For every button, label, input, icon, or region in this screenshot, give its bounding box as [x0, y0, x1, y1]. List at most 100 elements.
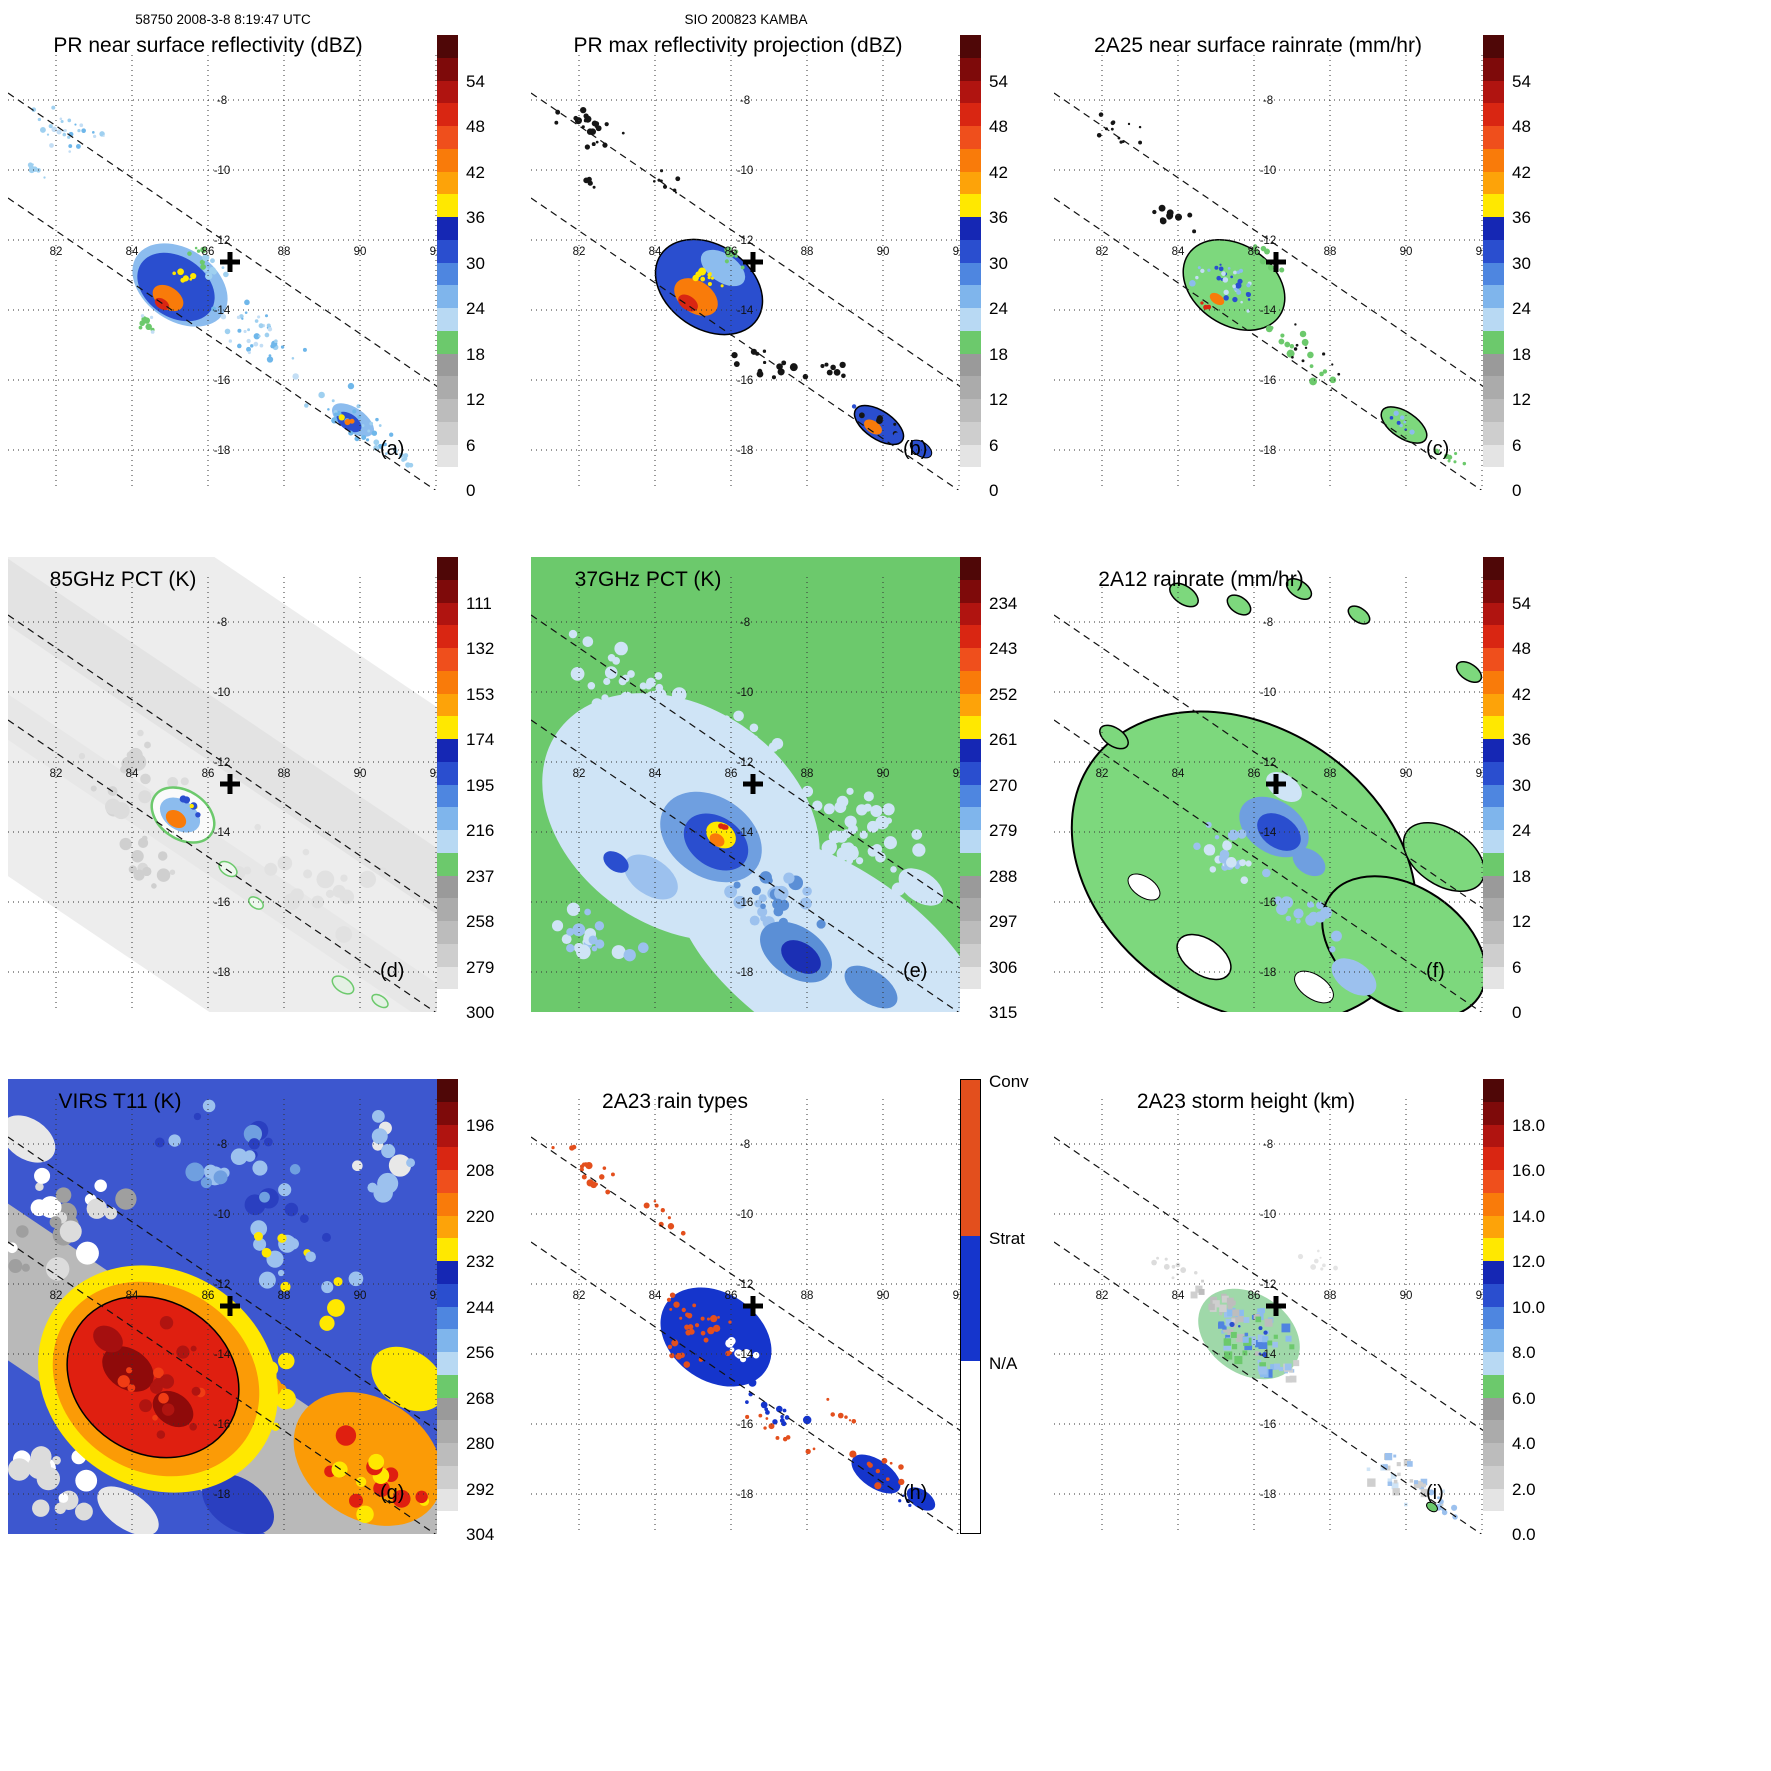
svg-text:-12: -12 — [214, 235, 231, 247]
graticule — [1054, 55, 1484, 490]
data-field — [531, 557, 961, 1012]
svg-text:82: 82 — [573, 1290, 586, 1302]
storm-center-cross-marker — [220, 252, 240, 272]
panel-letter-label: (b) — [903, 438, 928, 460]
colorbar-segment — [960, 966, 981, 990]
colorbar-segment — [1483, 1488, 1504, 1512]
colorbar-tick-label: 6 — [1512, 435, 1522, 455]
colorbar-segment — [1483, 943, 1504, 967]
colorbar-tick-label: 12 — [989, 390, 1008, 409]
svg-text:90: 90 — [354, 768, 367, 780]
colorbar-segment — [1483, 1170, 1504, 1193]
colorbar-category-label: Conv — [989, 1072, 1029, 1091]
map-plot: 82 84 86 88 90 92 -8 -10 -12 -14 -16 -18 — [1054, 1079, 1484, 1534]
svg-text:92: 92 — [1476, 1290, 1484, 1302]
colorbar-segment — [1483, 57, 1504, 81]
colorbar-tick-label: 208 — [466, 1161, 495, 1180]
panel-title: 2A12 rainrate (mm/hr) — [1098, 568, 1304, 591]
colorbar-segment — [1483, 921, 1504, 944]
colorbar-segment — [1483, 421, 1504, 445]
colorbar-segment — [437, 625, 458, 648]
colorbar-tick-label: 48 — [466, 117, 485, 136]
colorbar-tick-label: 42 — [989, 162, 1008, 182]
svg-text:-14: -14 — [737, 827, 754, 839]
svg-text:-10: -10 — [1260, 687, 1277, 699]
storm-center-cross-marker — [220, 1296, 240, 1316]
svg-text:86: 86 — [202, 246, 215, 258]
svg-text:84: 84 — [1172, 768, 1185, 780]
svg-text:-14: -14 — [737, 305, 754, 317]
colorbar-segment — [437, 943, 458, 967]
colorbar-tick-label: 36 — [1512, 208, 1531, 227]
data-field — [8, 557, 438, 1012]
svg-text:88: 88 — [278, 246, 291, 258]
colorbar-segment — [960, 239, 981, 263]
colorbar-labels: 54 48 42 36 30 24 18 12 6 0 — [1512, 35, 1570, 505]
colorbar-segment — [960, 943, 981, 967]
swath-edge-lines — [1054, 92, 1484, 490]
svg-text:90: 90 — [877, 246, 890, 258]
colorbar-segment — [437, 898, 458, 921]
colorbar-segment — [437, 693, 458, 717]
graticule — [531, 55, 961, 490]
svg-text:-12: -12 — [1260, 235, 1277, 247]
colorbar-tick-label: 24 — [1512, 821, 1531, 840]
svg-text:-16: -16 — [214, 375, 231, 387]
colorbar-tick-label: 0 — [989, 481, 999, 500]
colorbar-segment — [960, 625, 981, 648]
colorbar-tick-label: 18 — [1512, 866, 1531, 886]
colorbar-segment — [1483, 830, 1504, 853]
colorbar-segment — [961, 1236, 980, 1361]
colorbar-tick-label: 4.0 — [1512, 1434, 1536, 1453]
storm-center-cross-marker — [1266, 1296, 1286, 1316]
colorbar-segment — [437, 1215, 458, 1239]
colorbar-segment — [960, 262, 981, 286]
colorbar-segment — [960, 739, 981, 762]
svg-text:-12: -12 — [737, 1279, 754, 1291]
colorbar-tick-label: 30 — [1512, 775, 1531, 795]
svg-text:84: 84 — [649, 1290, 662, 1302]
colorbar-tick-label: 18.0 — [1512, 1115, 1546, 1135]
panel-letter-label: (d) — [380, 960, 405, 982]
svg-text:82: 82 — [50, 1290, 63, 1302]
colorbar-tick-label: 0 — [466, 481, 476, 500]
colorbar-tick-label: 30 — [989, 253, 1008, 273]
colorbar-segment — [1483, 784, 1504, 808]
svg-text:-12: -12 — [737, 757, 754, 769]
colorbar-segment — [960, 421, 981, 445]
colorbar-segment — [437, 1511, 458, 1534]
svg-text:-18: -18 — [737, 967, 754, 979]
colorbar-tick-label: 220 — [466, 1206, 495, 1226]
colorbar-segment — [1483, 444, 1504, 468]
panel-letter-label: (f) — [1426, 960, 1445, 982]
colorbar-labels: 54 48 42 36 30 24 18 12 6 0 — [466, 35, 524, 505]
colorbar-tick-label: 36 — [466, 208, 485, 227]
map-plot: 82 84 86 88 90 92 -8 -10 -12 -14 -16 -18 — [8, 557, 438, 1012]
storm-title: SIO 200823 KAMBA — [684, 12, 808, 27]
colorbar-segment — [1483, 262, 1504, 286]
panel-grid: 82 84 86 88 90 92 -8 -10 -12 -14 -16 -18 PR near su… — [8, 34, 1570, 1544]
colorbar-tick-label: 48 — [989, 117, 1008, 136]
colorbar-segment — [437, 784, 458, 808]
swath-edge-lines — [8, 1136, 438, 1534]
svg-text:86: 86 — [202, 1290, 215, 1302]
overpass-timestamp: 58750 2008-3-8 8:19:47 UTC — [135, 12, 311, 27]
svg-text:-18: -18 — [1260, 1489, 1277, 1501]
colorbar-segment — [437, 330, 458, 354]
colorbar-segment — [437, 1465, 458, 1489]
svg-text:92: 92 — [953, 1290, 961, 1302]
colorbar-segment — [1483, 376, 1504, 399]
colorbar-tick-label: 258 — [466, 912, 495, 931]
colorbar-tick-label: 196 — [466, 1115, 495, 1135]
svg-text:-14: -14 — [214, 305, 231, 317]
colorbar-segment — [960, 285, 981, 308]
svg-text:-8: -8 — [740, 1139, 750, 1151]
colorbar-tick-label: 279 — [466, 957, 495, 977]
svg-text:92: 92 — [953, 246, 961, 258]
colorbar-tick-label: 42 — [1512, 162, 1531, 182]
svg-text:88: 88 — [801, 246, 814, 258]
colorbar-segment — [960, 784, 981, 808]
colorbar-segment — [960, 921, 981, 944]
svg-text:-8: -8 — [1263, 95, 1273, 107]
colorbar-segment — [437, 103, 458, 126]
